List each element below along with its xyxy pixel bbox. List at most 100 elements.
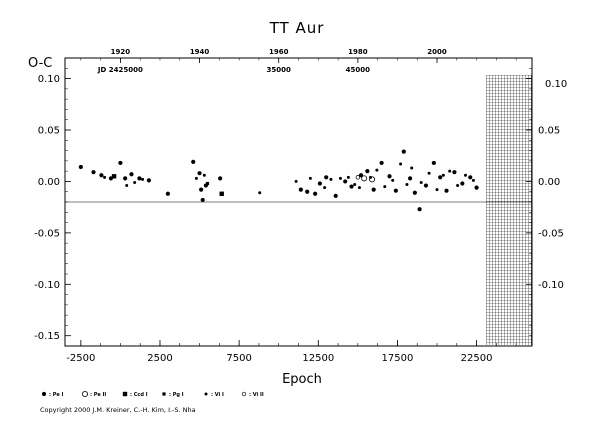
point-s0-34 [423,183,429,188]
point-s0-38 [452,170,457,175]
point-s4-15 [369,175,373,179]
y-tick-label-0: 0.10 [38,74,60,85]
point-s4-14 [357,186,361,190]
x-tick-label-0: -2500 [66,353,95,364]
point-s4-21 [410,166,414,170]
top-year-label-0: 1920 [111,48,131,56]
point-s4-4 [194,176,198,180]
legend-label-2: : Ccd I [130,392,148,398]
right-tick-label-2: 0.00 [538,177,560,188]
point-s4-20 [405,183,409,187]
point-s0-6 [129,172,134,177]
point-s4-7 [294,179,298,183]
point-s4-18 [391,178,395,182]
point-s0-19 [317,181,322,186]
point-s0-23 [349,184,354,189]
right-tick-label-4: -0.10 [538,280,564,291]
point-s0-2 [99,173,104,178]
point-s4-6 [258,191,262,195]
point-s2-0 [111,174,117,179]
point-s4-3 [141,177,145,181]
jd-label-2: 45000 [346,66,370,74]
point-s4-9 [323,186,327,190]
point-s0-12 [199,187,204,192]
x-axis-title: Epoch [282,372,322,387]
point-s4-27 [456,184,460,188]
point-s4-25 [441,173,445,177]
legend-label-0: : Pe I [49,392,64,398]
point-s4-8 [308,176,312,180]
legend-label-5: : Vi II [249,392,264,398]
y-tick-label-3: -0.05 [34,228,60,239]
point-s0-8 [146,178,152,183]
axis-ticks: -2500 2500 7500 12500 17500 22500 0.10 0.05 0.00… [34,48,564,364]
point-s0-30 [401,149,406,154]
jd-label-0: JD 2425000 [97,66,143,74]
point-s0-39 [460,181,465,186]
legend-marker-3 [162,392,166,396]
point-s4-24 [435,188,439,192]
hatched-future-region [486,75,532,345]
right-tick-label-3: -0.05 [538,228,564,239]
point-s0-4 [118,160,123,166]
legend: : Pe I : Pe II : Ccd I : Pg I : Vi I : Vi II [41,390,264,398]
top-year-label-1: 1940 [190,48,210,56]
point-s0-26 [371,187,376,192]
point-s4-22 [419,180,423,184]
point-s1-0 [361,175,368,182]
point-s0-40 [468,175,473,180]
point-s0-35 [431,160,436,166]
point-s4-23 [427,171,431,175]
legend-label-3: : Pg I [169,392,184,398]
point-s0-41 [474,185,479,190]
copyright-text: Copyright 2000 J.M. Kreiner, C.-H. Kim, … [40,406,196,414]
point-s4-17 [383,185,387,189]
legend-label-1: : Pe II [90,392,106,398]
right-axis-top-label: 0.10 [545,79,567,90]
y-tick-label-2: 0.00 [38,177,60,188]
y-tick-label-5: -0.15 [34,331,60,342]
y-tick-label-4: -0.10 [34,280,60,291]
legend-marker-0 [41,391,47,397]
x-tick-label-5: 22500 [461,353,493,364]
point-s0-1 [91,170,96,175]
data-points [78,149,479,212]
point-s0-25 [365,169,370,174]
point-s0-36 [438,175,443,180]
point-s0-16 [298,187,303,192]
jd-label-1: 35000 [267,66,291,74]
point-s0-21 [333,193,338,198]
point-s4-1 [125,184,129,188]
point-s4-16 [375,168,379,172]
top-year-label-2: 1960 [269,48,289,56]
point-s4-13 [353,183,357,187]
point-s0-15 [218,176,223,181]
point-s0-31 [408,176,413,181]
point-s0-10 [191,159,196,164]
point-s0-32 [412,190,417,195]
point-s2-1 [219,191,224,196]
point-s0-9 [165,191,170,196]
point-s4-26 [448,169,452,173]
point-s4-2 [133,180,137,184]
point-s0-27 [379,160,384,166]
point-s4-19 [399,162,403,166]
right-tick-label-1: 0.05 [538,126,560,137]
legend-label-4: : Vi I [211,392,224,398]
point-s0-0 [78,164,83,170]
point-s0-29 [393,188,398,193]
y-tick-label-1: 0.05 [38,126,60,137]
point-s0-33 [417,207,422,212]
point-s0-11 [197,171,202,176]
point-s4-0 [103,175,107,179]
legend-marker-2 [122,391,128,397]
legend-marker-1 [82,390,89,397]
point-s4-11 [338,176,342,180]
point-s0-5 [123,176,128,181]
top-year-label-4: 2000 [427,48,447,56]
y-axis-title: O-C [28,56,52,71]
point-s0-17 [305,189,310,194]
x-tick-label-2: 7500 [226,353,251,364]
point-s0-18 [313,191,318,196]
